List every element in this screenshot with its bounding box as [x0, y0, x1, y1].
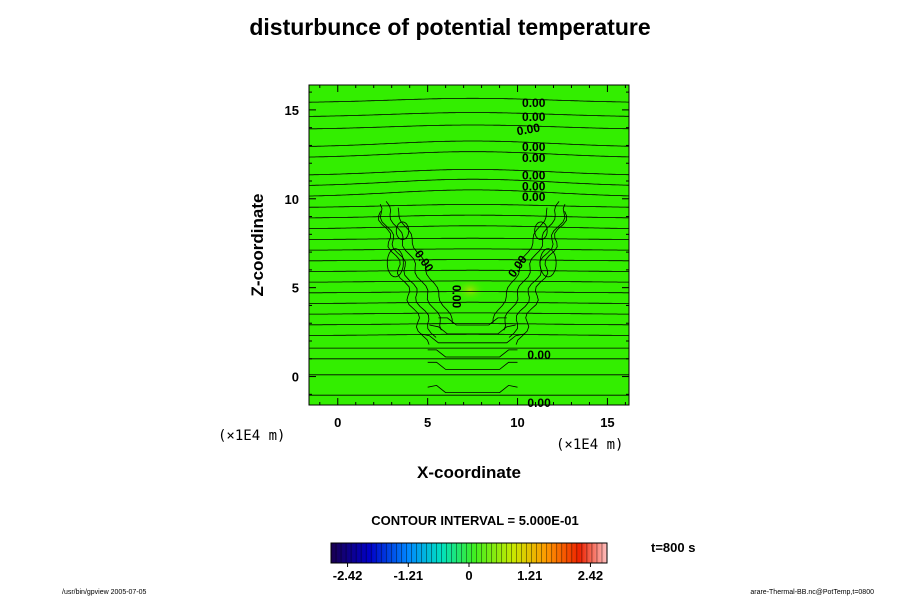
axis-tick-labels: 0 5 10 15 0 5 10 15: [285, 103, 615, 430]
contour-line: [309, 97, 629, 103]
contour-label: 0.00: [522, 110, 546, 124]
contour-loop: [534, 221, 548, 241]
contour-label: 0.00: [522, 140, 546, 154]
contour-loop: [395, 221, 410, 241]
contour-line: [515, 211, 568, 345]
contour-label: 0.00: [522, 169, 546, 183]
contour-line: [309, 269, 629, 272]
contour-label: 0.00: [527, 396, 551, 410]
contour-line: [309, 301, 629, 304]
contour-loop: [386, 248, 404, 278]
colorbar-tick-label: 0: [465, 568, 472, 583]
contour-label: 0.00: [522, 179, 546, 193]
y-tick-label: 10: [285, 192, 299, 207]
contour-label: 0.00: [527, 348, 551, 362]
contour-line: [378, 211, 430, 345]
contour-line: [309, 124, 629, 130]
contour-line: [309, 225, 629, 229]
y-unit-label: (×1E4 m): [556, 437, 623, 453]
contour-line: [503, 201, 560, 331]
contour-line: [427, 349, 518, 358]
time-label: t=800 s: [651, 540, 696, 555]
x-tick-label: 10: [510, 415, 524, 430]
contour-label: 0.00: [516, 120, 542, 138]
colorbar-tick-labels: -2.42 -1.21 0 1.21 2.42: [333, 563, 603, 583]
y-tick-label: 15: [285, 103, 299, 118]
axis-ticks: [309, 85, 629, 405]
plot-area: [308, 84, 630, 406]
contour-line: [309, 204, 629, 208]
contour-line: [427, 361, 518, 370]
contour-line: [309, 169, 629, 176]
x-axis-title: X-coordinate: [417, 463, 521, 482]
contour-line: [309, 323, 629, 326]
x-tick-label: 0: [334, 415, 341, 430]
contour-line: [309, 291, 629, 294]
colorbar-divisions: [335, 543, 603, 563]
contour-line: [309, 214, 629, 219]
contour-label: 0.00: [522, 96, 546, 110]
contour-line: [438, 317, 507, 326]
contour-line: [309, 312, 629, 315]
contour-line: [309, 237, 629, 240]
colorbar-tick-label: -1.21: [393, 568, 423, 583]
contour-line: [309, 178, 629, 186]
y-axis-title: Z-coordinate: [248, 194, 267, 297]
y-tick-label: 0: [292, 370, 299, 385]
warm-anomaly: [454, 278, 486, 302]
contour-lines: [309, 97, 629, 396]
contour-line: [379, 203, 437, 338]
contour-label: 0.00: [449, 285, 463, 309]
contour-line: [492, 207, 548, 324]
footer-left: /usr/bin/gpview 2005-07-05: [62, 589, 147, 596]
footer-right: arare-Thermal-BB.nc@PotTemp,t=0800: [750, 589, 874, 596]
contour-label: 0.00: [522, 151, 546, 165]
contour-line: [309, 280, 629, 283]
contour-line: [429, 324, 516, 335]
contour-line: [309, 259, 629, 262]
x-tick-label: 5: [424, 415, 431, 430]
y-tick-label: 5: [292, 281, 299, 296]
contour-line: [309, 248, 629, 251]
contour-line: [397, 207, 453, 324]
contour-line: [420, 333, 525, 344]
colorbar: [330, 542, 608, 564]
contour-line: [309, 112, 629, 117]
contour-label: 0.00: [522, 190, 546, 204]
colorbar-tick-label: 2.42: [578, 568, 603, 583]
x-unit-label: (×1E4 m): [218, 428, 285, 444]
colorbar-tick-label: -2.42: [333, 568, 363, 583]
colorbar-tick-label: 1.21: [517, 568, 542, 583]
contour-line: [309, 151, 629, 158]
x-tick-label: 15: [600, 415, 614, 430]
contour-line: [427, 384, 518, 393]
contour-loop: [539, 248, 557, 278]
contour-line: [309, 140, 629, 147]
contour-line: [385, 201, 442, 331]
contour-interval-label: CONTOUR INTERVAL = 5.000E-01: [371, 513, 579, 528]
chart-title: disturbunce of potential temperature: [249, 14, 651, 40]
contour-line: [309, 189, 629, 197]
